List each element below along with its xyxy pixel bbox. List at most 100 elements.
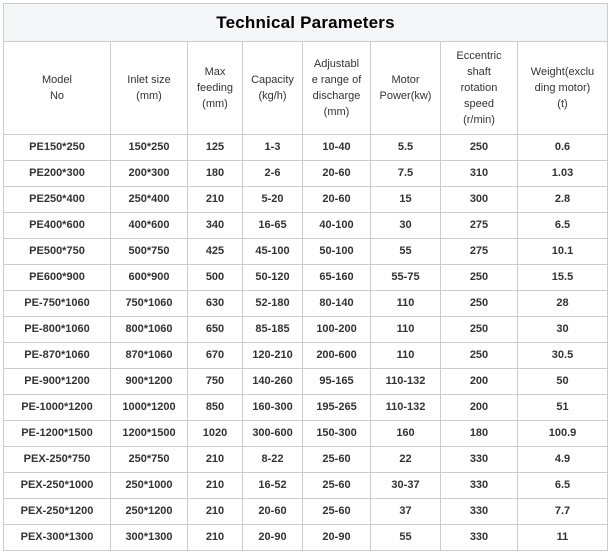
table-row: PEX-250*750 250*750 210 8-22 25-60 22 330 4.9 (3, 446, 608, 473)
table-cell: PEX-300*1300 (3, 524, 111, 551)
table-cell: 1000*1200 (110, 394, 188, 421)
table-row: PE-1200*1500 1200*1500 1020 300-600 150-300 1… (3, 420, 608, 447)
table-cell: 140-260 (242, 368, 303, 395)
table-header-row: Model No Inlet size (mm) Max feeding (mm) C… (3, 41, 608, 135)
table-cell: 300 (440, 186, 518, 213)
table-cell: 195-265 (302, 394, 371, 421)
table-cell: 210 (187, 446, 243, 473)
table-cell: 250*1200 (110, 498, 188, 525)
table-cell: 650 (187, 316, 243, 343)
table-row: PE250*400 250*400 210 5-20 20-60 15 300 2.8 (3, 186, 608, 213)
table-cell: 210 (187, 498, 243, 525)
table-cell: 20-60 (302, 186, 371, 213)
table-cell: 670 (187, 342, 243, 369)
table-cell: 95-165 (302, 368, 371, 395)
table-title-row: Technical Parameters (3, 3, 608, 42)
table-cell: 250 (440, 264, 518, 291)
table-cell: 20-60 (242, 498, 303, 525)
table-row: PE200*300 200*300 180 2-6 20-60 7.5 310 1.03 (3, 160, 608, 187)
table-cell: 200 (440, 394, 518, 421)
table-cell: PE600*900 (3, 264, 111, 291)
table-cell: 110 (370, 342, 441, 369)
table-cell: 120-210 (242, 342, 303, 369)
table-cell: 150-300 (302, 420, 371, 447)
column-header: Eccentric shaft rotation speed (r/min) (440, 41, 518, 135)
table-cell: 425 (187, 238, 243, 265)
table-cell: 200-600 (302, 342, 371, 369)
table-cell: 6.5 (517, 472, 608, 499)
table-cell: 100-200 (302, 316, 371, 343)
table-cell: 200*300 (110, 160, 188, 187)
table-cell: 210 (187, 472, 243, 499)
table-cell: PE-800*1060 (3, 316, 111, 343)
table-cell: 330 (440, 524, 518, 551)
column-header: Motor Power(kw) (370, 41, 441, 135)
table-cell: 750*1060 (110, 290, 188, 317)
column-header: Capacity (kg/h) (242, 41, 303, 135)
technical-parameters-table: Technical Parameters Model No Inlet size … (3, 3, 608, 551)
table-cell: 30-37 (370, 472, 441, 499)
table-cell: 15 (370, 186, 441, 213)
table-title: Technical Parameters (3, 3, 608, 42)
table-cell: 100.9 (517, 420, 608, 447)
table-cell: PE400*600 (3, 212, 111, 239)
table-cell: 37 (370, 498, 441, 525)
table-cell: PE-870*1060 (3, 342, 111, 369)
table-cell: 275 (440, 238, 518, 265)
table-cell: 330 (440, 498, 518, 525)
table-cell: 1.03 (517, 160, 608, 187)
table-cell: 85-185 (242, 316, 303, 343)
table-cell: 180 (440, 420, 518, 447)
table-cell: 20-60 (302, 160, 371, 187)
table-cell: 1200*1500 (110, 420, 188, 447)
table-cell: 110 (370, 316, 441, 343)
table-cell: 10-40 (302, 134, 371, 161)
table-cell: 5.5 (370, 134, 441, 161)
table-row: PE-870*1060 870*1060 670 120-210 200-600 110 2… (3, 342, 608, 369)
table-cell: 2-6 (242, 160, 303, 187)
table-cell: 250 (440, 342, 518, 369)
table-cell: 5-20 (242, 186, 303, 213)
column-header: Model No (3, 41, 111, 135)
table-cell: PE-1200*1500 (3, 420, 111, 447)
table-cell: 750 (187, 368, 243, 395)
table-cell: PE-900*1200 (3, 368, 111, 395)
table-cell: 1020 (187, 420, 243, 447)
table-cell: PE150*250 (3, 134, 111, 161)
table-cell: 250*1000 (110, 472, 188, 499)
column-header: Adjustabl e range of discharge (mm) (302, 41, 371, 135)
table-cell: 250 (440, 316, 518, 343)
table-body: PE150*250 150*250 125 1-3 10-40 5.5 250 0.6 PE20… (3, 134, 608, 551)
table-row: PE-800*1060 800*1060 650 85-185 100-200 110 25… (3, 316, 608, 343)
table-cell: 0.6 (517, 134, 608, 161)
table-row: PE150*250 150*250 125 1-3 10-40 5.5 250 0.6 (3, 134, 608, 161)
table-cell: 25-60 (302, 498, 371, 525)
technical-parameters-panel: Technical Parameters Model No Inlet size … (3, 3, 608, 551)
table-cell: 300*1300 (110, 524, 188, 551)
column-header: Weight(exclu ding motor) (t) (517, 41, 608, 135)
table-cell: 52-180 (242, 290, 303, 317)
table-cell: 125 (187, 134, 243, 161)
table-cell: 40-100 (302, 212, 371, 239)
table-cell: PE-1000*1200 (3, 394, 111, 421)
table-cell: 110-132 (370, 368, 441, 395)
table-cell: 210 (187, 524, 243, 551)
table-cell: 310 (440, 160, 518, 187)
table-head: Technical Parameters Model No Inlet size … (3, 3, 608, 135)
table-cell: 300-600 (242, 420, 303, 447)
table-cell: 55 (370, 238, 441, 265)
table-cell: 180 (187, 160, 243, 187)
table-cell: 500*750 (110, 238, 188, 265)
table-cell: 630 (187, 290, 243, 317)
table-cell: PE250*400 (3, 186, 111, 213)
table-cell: 51 (517, 394, 608, 421)
table-cell: 870*1060 (110, 342, 188, 369)
table-cell: 330 (440, 446, 518, 473)
table-cell: 28 (517, 290, 608, 317)
table-cell: 16-65 (242, 212, 303, 239)
table-cell: 8-22 (242, 446, 303, 473)
table-cell: 500 (187, 264, 243, 291)
table-row: PE500*750 500*750 425 45-100 50-100 55 275 10.1 (3, 238, 608, 265)
table-cell: 50-120 (242, 264, 303, 291)
table-cell: 22 (370, 446, 441, 473)
